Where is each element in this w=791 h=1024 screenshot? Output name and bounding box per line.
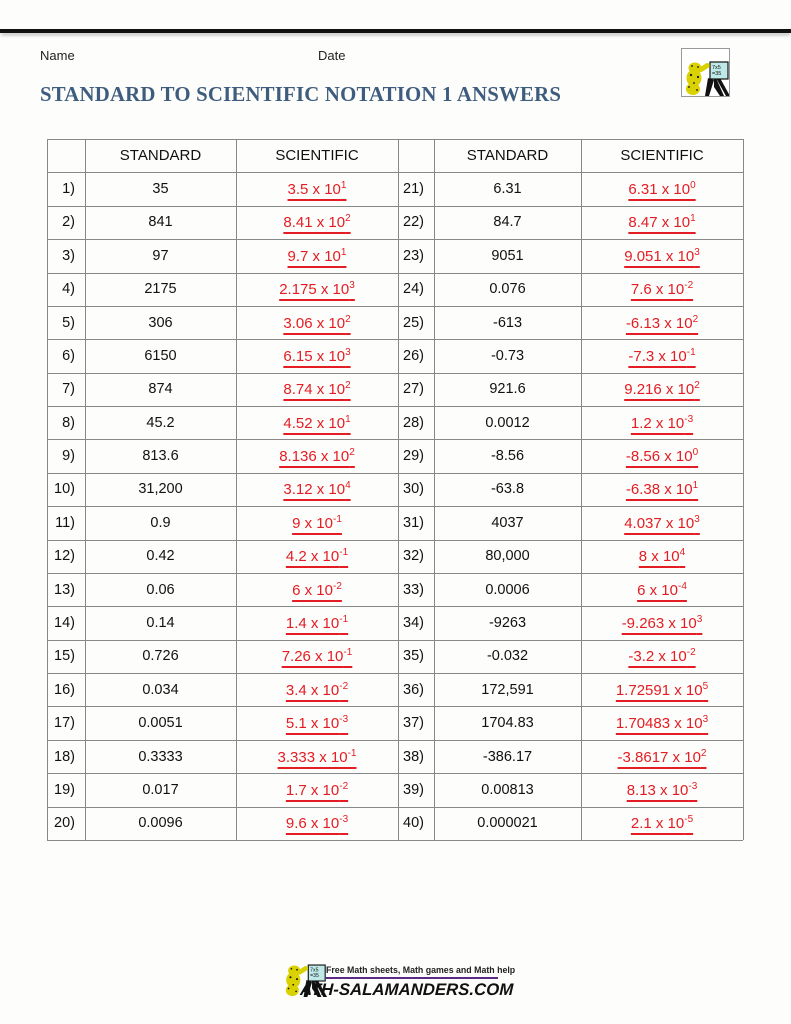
svg-text:=35: =35 xyxy=(712,71,721,77)
svg-text:=35: =35 xyxy=(310,973,319,979)
